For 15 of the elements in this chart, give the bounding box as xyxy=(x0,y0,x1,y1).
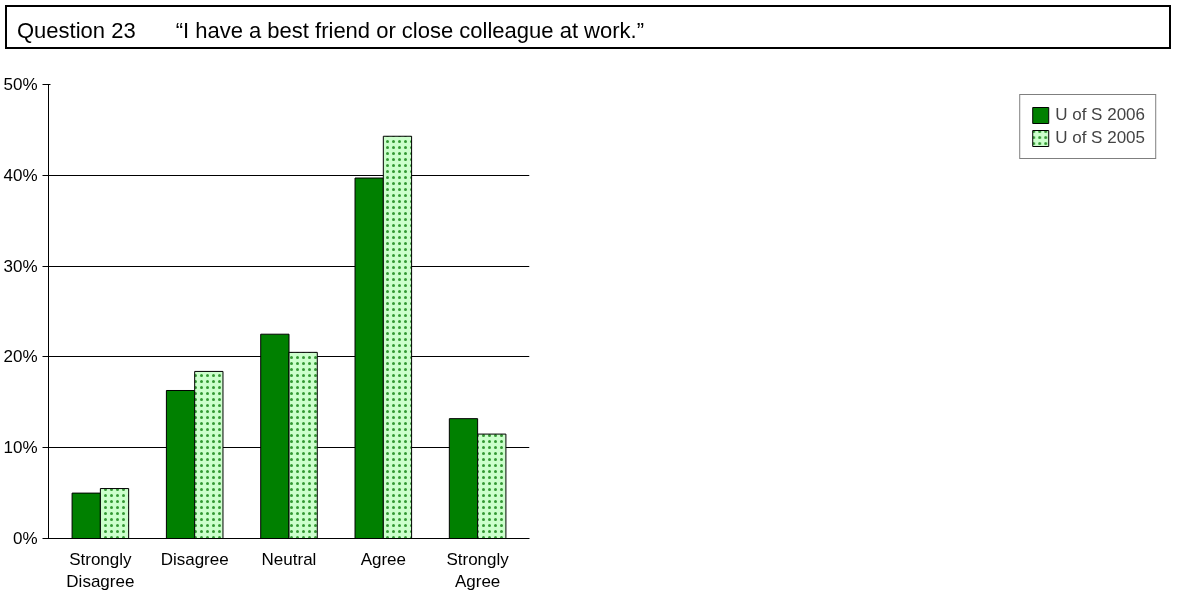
x-tick-label: Strongly Disagree xyxy=(66,549,135,592)
y-tick-label: 0% xyxy=(12,529,38,548)
x-tick-label: Disagree xyxy=(160,549,229,569)
chart-title: Question 23 xyxy=(17,18,136,43)
y-tick-label: 20% xyxy=(3,347,38,367)
chart-subtitle: “I have a best friend or close colleague at work.” xyxy=(175,18,644,43)
y-tick-label: 30% xyxy=(3,256,38,276)
x-tick-label: Agree xyxy=(360,549,407,569)
x-tick-label: Strongly Agree xyxy=(446,549,510,592)
x-tick-label: Neutral xyxy=(261,549,317,569)
y-tick-label: 10% xyxy=(3,438,38,458)
y-tick-label: 40% xyxy=(3,165,38,185)
legend-label: U of S 2006 xyxy=(1055,105,1145,125)
y-tick-label: 50% xyxy=(3,75,38,94)
legend-label: U of S 2005 xyxy=(1055,128,1145,148)
